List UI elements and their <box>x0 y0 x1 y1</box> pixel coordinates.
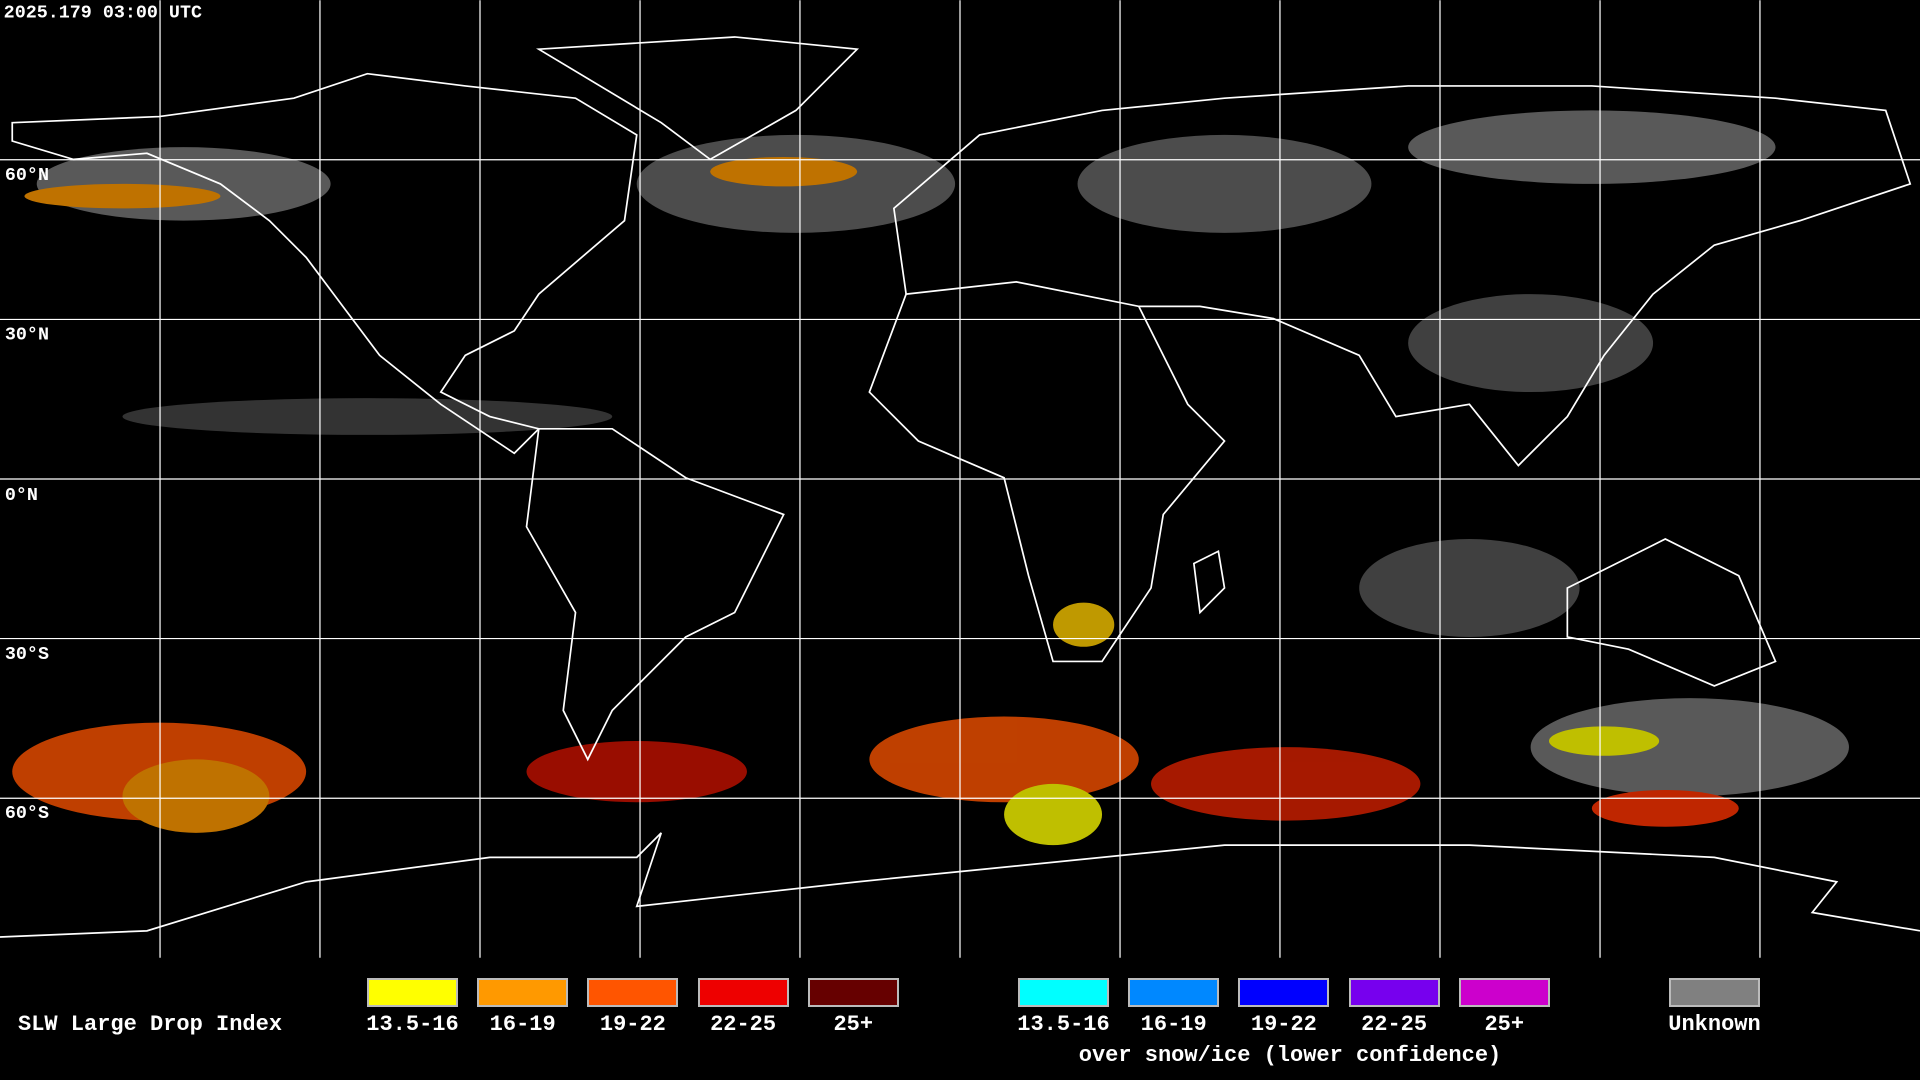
legend-label: 22-25 <box>1361 1012 1428 1037</box>
legend-label: Unknown <box>1668 1012 1761 1037</box>
legend-label: 25+ <box>833 1012 874 1037</box>
latitude-label: 60°N <box>5 165 49 186</box>
legend-swatch <box>367 978 458 1007</box>
legend-label: 19-22 <box>599 1012 666 1037</box>
latitude-label: 30°S <box>5 644 49 665</box>
legend-swatch <box>1458 978 1550 1007</box>
legend-label: 16-19 <box>1140 1012 1207 1037</box>
latitude-label: 0°N <box>5 485 38 506</box>
legend-swatch <box>697 978 789 1007</box>
legend-swatch <box>1238 978 1330 1007</box>
legend-title: SLW Large Drop Index <box>18 1012 283 1037</box>
legend <box>0 958 1920 1080</box>
legend-label: 13.5-16 <box>366 1012 459 1037</box>
coastlines <box>0 36 1920 938</box>
legend-swatch <box>1128 978 1220 1007</box>
latitude-label: 30°N <box>5 324 49 345</box>
legend-note: over snow/ice (lower confidence) <box>1078 1043 1502 1068</box>
legend-label: 13.5-16 <box>1017 1012 1110 1037</box>
legend-swatch <box>477 978 569 1007</box>
legend-swatch <box>587 978 679 1007</box>
legend-swatch <box>807 978 899 1007</box>
graticule <box>0 0 1920 958</box>
legend-label: 22-25 <box>710 1012 777 1037</box>
latitude-label: 60°S <box>5 803 49 824</box>
legend-label: 25+ <box>1484 1012 1525 1037</box>
legend-swatch <box>1669 978 1760 1007</box>
timestamp: 2025.179 03:00 UTC <box>4 2 202 23</box>
legend-swatch <box>1018 978 1109 1007</box>
legend-label: 19-22 <box>1250 1012 1317 1037</box>
map: 2025.179 03:00 UTC 60°N 30°N 0°N 30°S 60… <box>0 0 1920 958</box>
legend-swatch <box>1348 978 1440 1007</box>
legend-label: 16-19 <box>489 1012 556 1037</box>
